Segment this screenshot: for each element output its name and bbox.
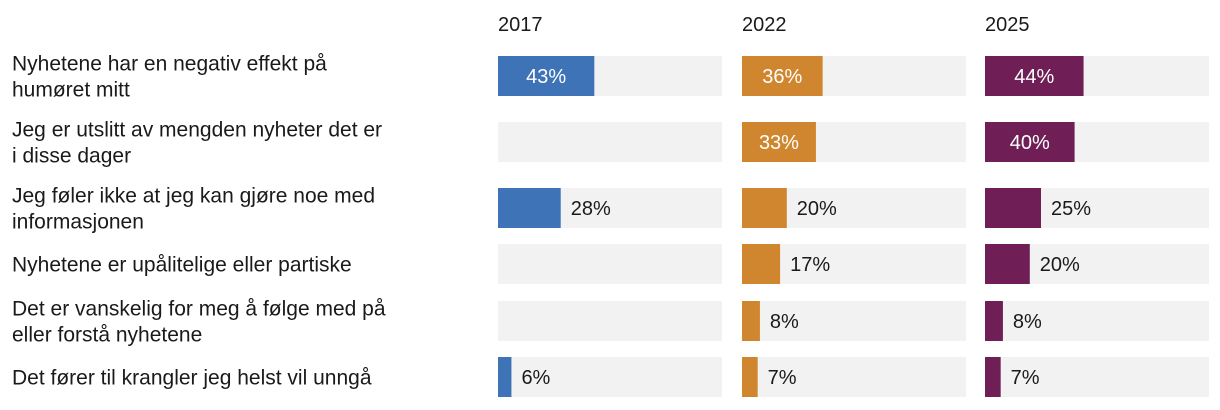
category-label-line: Jeg føler ikke at jeg kan gjøre noe med bbox=[12, 184, 375, 207]
category-label: Jeg føler ikke at jeg kan gjøre noe med i… bbox=[12, 184, 375, 233]
category-label-line: Det fører til krangler jeg helst vil unn… bbox=[12, 366, 372, 389]
bar-2025 bbox=[985, 188, 1041, 228]
category-label: Det er vanskelig for meg å følge med på e… bbox=[12, 297, 386, 346]
bar-2017 bbox=[498, 56, 595, 96]
bar-2025 bbox=[985, 122, 1075, 162]
bar-track bbox=[985, 357, 1209, 397]
data-label: 43% bbox=[526, 66, 566, 88]
bar-2017 bbox=[498, 188, 561, 228]
bar-track bbox=[742, 301, 966, 341]
data-label: 20% bbox=[1040, 254, 1080, 276]
category-label: Nyhetene har en negativ effekt på humøret… bbox=[12, 52, 327, 101]
category-label-line: Jeg er utslitt av mengden nyheter det er bbox=[12, 118, 382, 141]
bar-2025 bbox=[985, 244, 1030, 284]
category-label-line: Nyhetene har en negativ effekt på bbox=[12, 52, 327, 75]
data-label: 20% bbox=[797, 198, 837, 220]
bar-track bbox=[498, 244, 722, 284]
data-label: 28% bbox=[571, 198, 611, 220]
bar-track bbox=[498, 122, 722, 162]
bar-2017 bbox=[498, 357, 512, 397]
category-label-line: informasjonen bbox=[12, 210, 144, 233]
category-label: Nyhetene er upålitelige eller partiske bbox=[12, 253, 352, 276]
category-label-line: Det er vanskelig for meg å følge med på bbox=[12, 297, 386, 320]
data-label: 8% bbox=[1013, 311, 1042, 333]
bar-2022 bbox=[742, 357, 758, 397]
series-header-2025: 2025 bbox=[985, 14, 1030, 36]
data-label: 44% bbox=[1014, 66, 1054, 88]
bar-2022 bbox=[742, 188, 787, 228]
data-label: 7% bbox=[768, 367, 797, 389]
data-label: 40% bbox=[1010, 132, 1050, 154]
category-label-line: humøret mitt bbox=[12, 78, 130, 101]
bar-2022 bbox=[742, 244, 781, 284]
data-label: 36% bbox=[762, 66, 802, 88]
category-label: Jeg er utslitt av mengden nyheter det er… bbox=[12, 118, 382, 167]
data-label: 7% bbox=[1011, 367, 1040, 389]
bar-2022 bbox=[742, 301, 760, 341]
data-label: 17% bbox=[790, 254, 830, 276]
bar-2025 bbox=[985, 357, 1001, 397]
bar-track bbox=[742, 357, 966, 397]
bar-track bbox=[985, 301, 1209, 341]
category-label: Det fører til krangler jeg helst vil unn… bbox=[12, 366, 372, 389]
series-header-2022: 2022 bbox=[742, 14, 787, 36]
bar-2025 bbox=[985, 56, 1084, 96]
data-label: 8% bbox=[770, 311, 799, 333]
category-label-line: i disse dager bbox=[12, 144, 131, 167]
bar-2022 bbox=[742, 122, 816, 162]
data-label: 6% bbox=[521, 367, 550, 389]
bar-track bbox=[498, 357, 722, 397]
data-label: 33% bbox=[759, 132, 799, 154]
data-label: 25% bbox=[1051, 198, 1091, 220]
bar-track bbox=[498, 301, 722, 341]
category-label-line: eller forstå nyhetene bbox=[12, 323, 202, 346]
series-header-2017: 2017 bbox=[498, 14, 543, 36]
category-label-line: Nyhetene er upålitelige eller partiske bbox=[12, 253, 352, 276]
bar-2025 bbox=[985, 301, 1003, 341]
bar-2022 bbox=[742, 56, 823, 96]
